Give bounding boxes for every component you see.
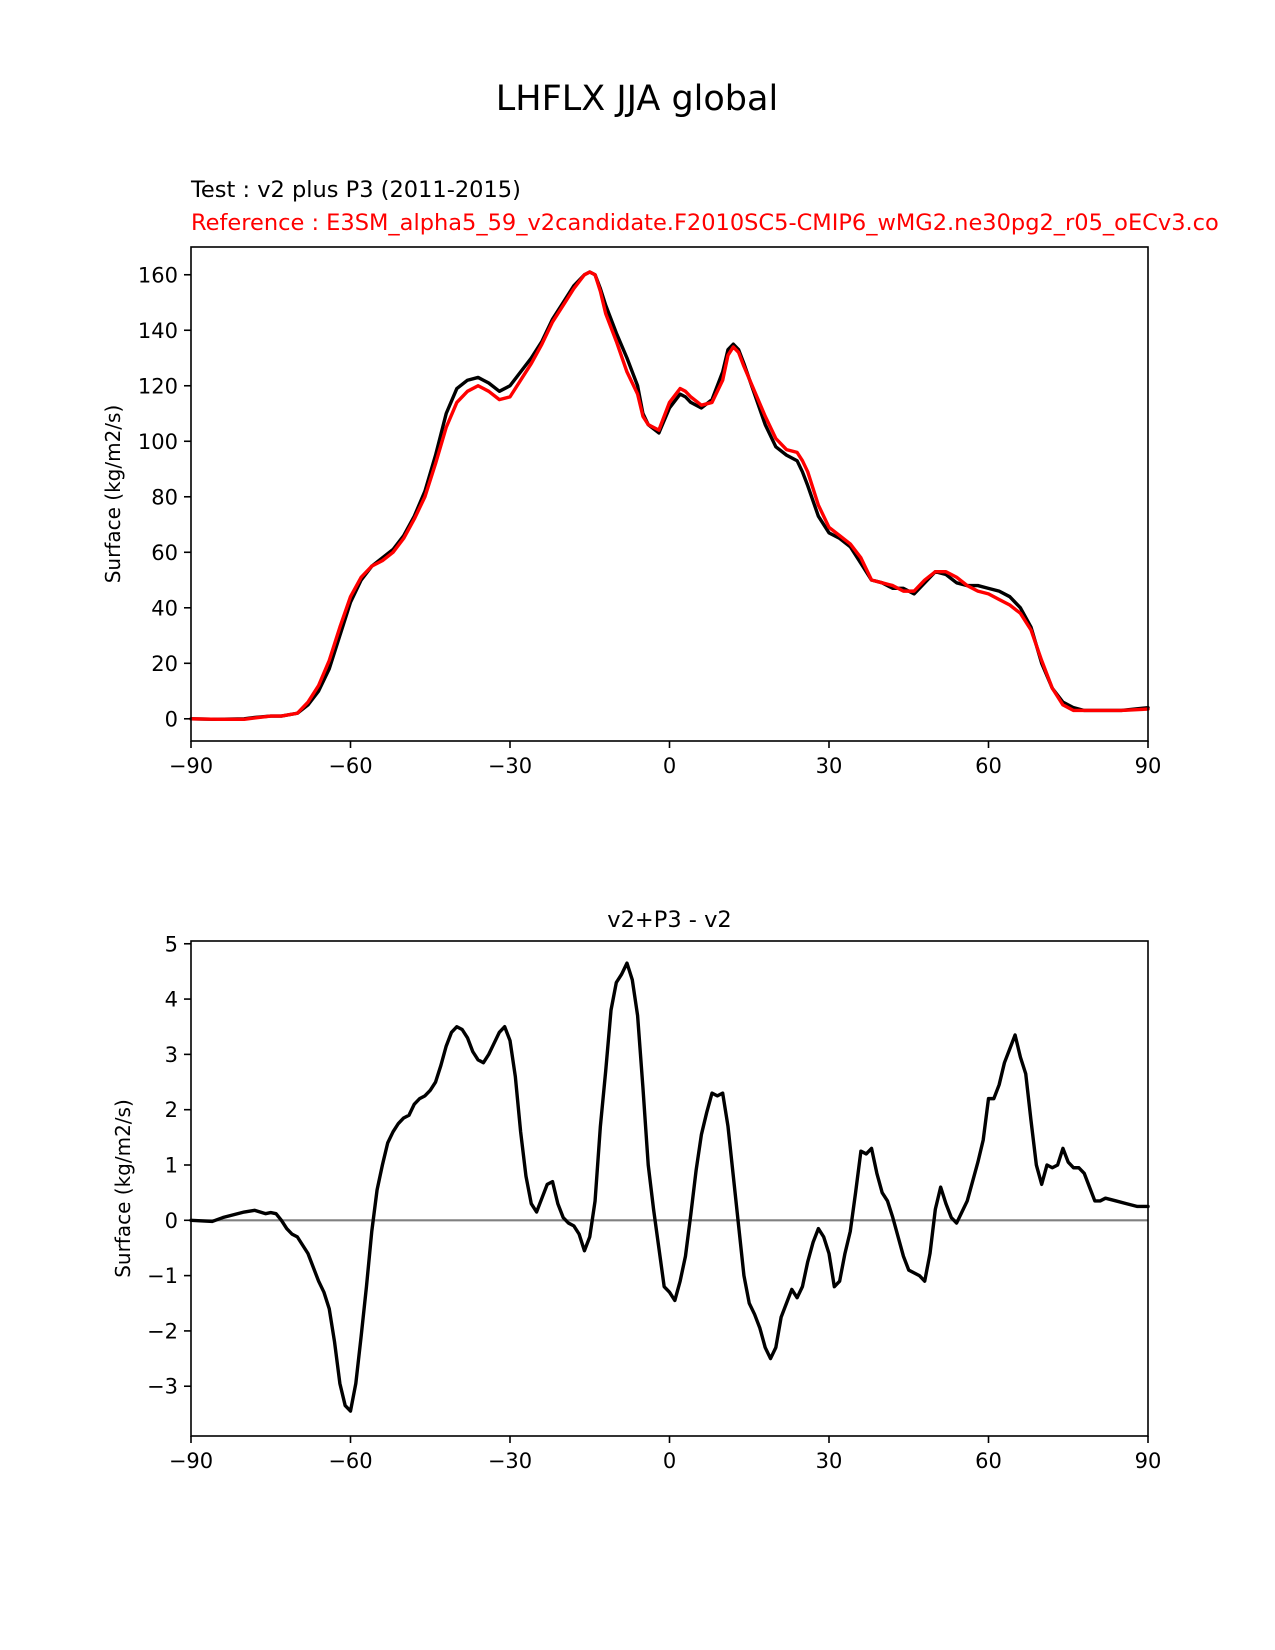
y-tick-label: 5 [165, 932, 178, 956]
x-tick-label: −90 [169, 1449, 213, 1473]
figure-suptitle: LHFLX JJA global [496, 79, 778, 119]
reference-label: Reference : E3SM_alpha5_59_v2candidate.F… [191, 210, 1219, 236]
y-tick-label: 120 [138, 374, 178, 398]
y-tick-label: 140 [138, 319, 178, 343]
y-tick-label: 0 [165, 707, 178, 731]
y-tick-label: 40 [151, 596, 178, 620]
y-axis-label: Surface (kg/m2/s) [111, 1099, 135, 1278]
y-tick-label: 100 [138, 430, 178, 454]
series-line-test [189, 270, 1150, 722]
x-tick-label: −90 [169, 754, 213, 778]
y-tick-label: 2 [165, 1098, 178, 1122]
y-tick-label: 1 [165, 1153, 178, 1177]
bottom-panel: −90 −60 −30 0 30 60 90 −3 −2 −1 0 1 2 3 4 5 Surface (kg/… [111, 907, 1161, 1473]
top-panel: −90 −60 −30 0 30 60 90 0 20 40 60 80 100 120 140 160 Sur… [101, 246, 1162, 778]
x-tick-label: 0 [663, 1449, 676, 1473]
panel-title: v2+P3 - v2 [607, 907, 731, 933]
x-tick-label: 90 [1135, 754, 1162, 778]
x-tick-label: 30 [816, 1449, 843, 1473]
y-tick-label: 3 [165, 1043, 178, 1067]
y-tick-label: −3 [147, 1375, 178, 1399]
y-axis-label: Surface (kg/m2/s) [101, 405, 125, 584]
y-tick-label: 160 [138, 263, 178, 287]
x-tick-label: 90 [1135, 1449, 1162, 1473]
x-tick-label: 60 [975, 1449, 1002, 1473]
x-tick-label: −30 [488, 1449, 532, 1473]
x-tick-label: −60 [328, 754, 372, 778]
x-tick-label: 30 [816, 754, 843, 778]
y-tick-label: 20 [151, 652, 178, 676]
y-tick-label: 0 [165, 1209, 178, 1233]
x-tick-label: −30 [488, 754, 532, 778]
y-tick-label: −2 [147, 1319, 178, 1343]
test-label: Test : v2 plus P3 (2011-2015) [190, 177, 521, 203]
x-tick-label: −60 [328, 1449, 372, 1473]
x-tick-label: 60 [975, 754, 1002, 778]
y-tick-label: 4 [165, 988, 178, 1012]
plot-frame [190, 246, 1149, 742]
y-tick-label: 60 [151, 541, 178, 565]
series-line-test [189, 961, 1150, 1413]
x-tick-label: 0 [663, 754, 676, 778]
series-line-reference [189, 270, 1150, 722]
y-tick-label: 80 [151, 485, 178, 509]
plot-frame [190, 940, 1149, 1437]
y-tick-label: −1 [147, 1264, 178, 1288]
